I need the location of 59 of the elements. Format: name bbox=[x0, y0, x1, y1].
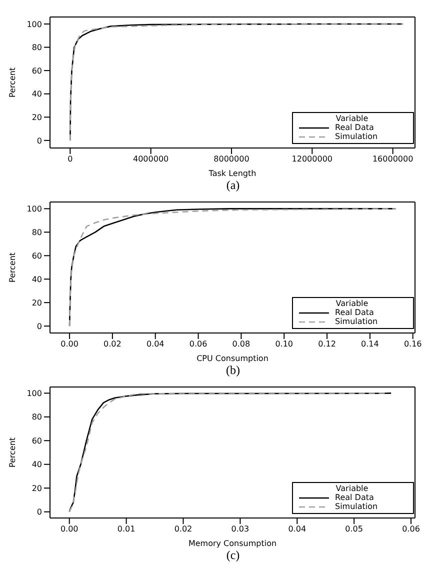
text: (c) bbox=[225, 548, 241, 563]
x-tick-label: 4000000 bbox=[133, 154, 169, 164]
line-series bbox=[70, 23, 404, 142]
x-tick-label: 0.02 bbox=[104, 340, 122, 349]
y-tick-label: 0 bbox=[36, 508, 42, 517]
y-tick-label: 60 bbox=[32, 251, 42, 260]
x-tick-label: 12000000 bbox=[292, 154, 333, 164]
x-tick-label: 0.04 bbox=[288, 524, 306, 534]
x-tick-label: 16000000 bbox=[372, 154, 414, 164]
x-tick-label: 0.02 bbox=[174, 524, 192, 534]
x-tick-label: 0.00 bbox=[60, 524, 78, 534]
y-tick-label: 60 bbox=[32, 436, 42, 446]
legend-title: Variable bbox=[334, 299, 370, 308]
x-tick-label: 0.08 bbox=[232, 340, 250, 349]
y-tick-label: 0 bbox=[36, 322, 42, 331]
y-tick-label: 60 bbox=[32, 66, 42, 76]
text: (b) bbox=[225, 363, 241, 378]
x-tick-label: 0.00 bbox=[60, 340, 78, 349]
y-tick-label: 100 bbox=[26, 204, 42, 214]
x-axis-title: Memory Consumption bbox=[188, 539, 277, 548]
legend-label: Real Data bbox=[335, 123, 374, 132]
y-tick-label: 0 bbox=[36, 136, 42, 146]
y-axis-title: Percent bbox=[8, 437, 17, 468]
x-tick-label: 0.14 bbox=[361, 340, 379, 349]
x-tick-label: 0.04 bbox=[146, 340, 164, 349]
y-tick-label: 40 bbox=[32, 460, 42, 470]
x-tick-label: 0.12 bbox=[318, 340, 336, 349]
text: (a) bbox=[225, 178, 241, 193]
legend-title: Variable bbox=[334, 114, 370, 123]
y-tick-label: 100 bbox=[26, 20, 42, 29]
y-tick-label: 40 bbox=[32, 90, 42, 99]
y-tick-label: 80 bbox=[32, 43, 42, 52]
x-tick-label: 0.10 bbox=[275, 340, 294, 349]
y-tick-label: 20 bbox=[32, 484, 42, 493]
x-tick-label: 0.05 bbox=[345, 524, 363, 534]
y-tick-label: 40 bbox=[32, 274, 42, 284]
x-tick-label: 0.06 bbox=[402, 524, 420, 534]
legend-label: Simulation bbox=[335, 132, 378, 141]
y-tick-label: 100 bbox=[26, 389, 42, 398]
line-series bbox=[68, 208, 396, 327]
y-axis-title: Percent bbox=[8, 67, 17, 98]
legend-label: Real Data bbox=[335, 493, 374, 502]
legend-label: Simulation bbox=[335, 502, 378, 511]
x-tick-label: 8000000 bbox=[214, 154, 250, 164]
legend-label: Real Data bbox=[335, 308, 374, 317]
legend-label: Simulation bbox=[335, 317, 378, 326]
x-tick-label: 0 bbox=[68, 154, 73, 164]
x-tick-label: 0.03 bbox=[231, 524, 250, 534]
y-tick-label: 20 bbox=[32, 112, 42, 122]
y-tick-label: 80 bbox=[32, 228, 42, 238]
y-tick-label: 20 bbox=[32, 298, 42, 308]
x-tick-label: 0.16 bbox=[404, 340, 422, 349]
x-tick-label: 0.06 bbox=[189, 340, 208, 349]
legend-title: Variable bbox=[334, 484, 370, 493]
y-axis-title: Percent bbox=[8, 252, 17, 283]
y-tick-label: 80 bbox=[32, 412, 42, 422]
x-axis-title: CPU Consumption bbox=[196, 354, 268, 363]
x-tick-label: 0.01 bbox=[117, 524, 136, 534]
x-axis-title: Task Length bbox=[208, 169, 256, 178]
